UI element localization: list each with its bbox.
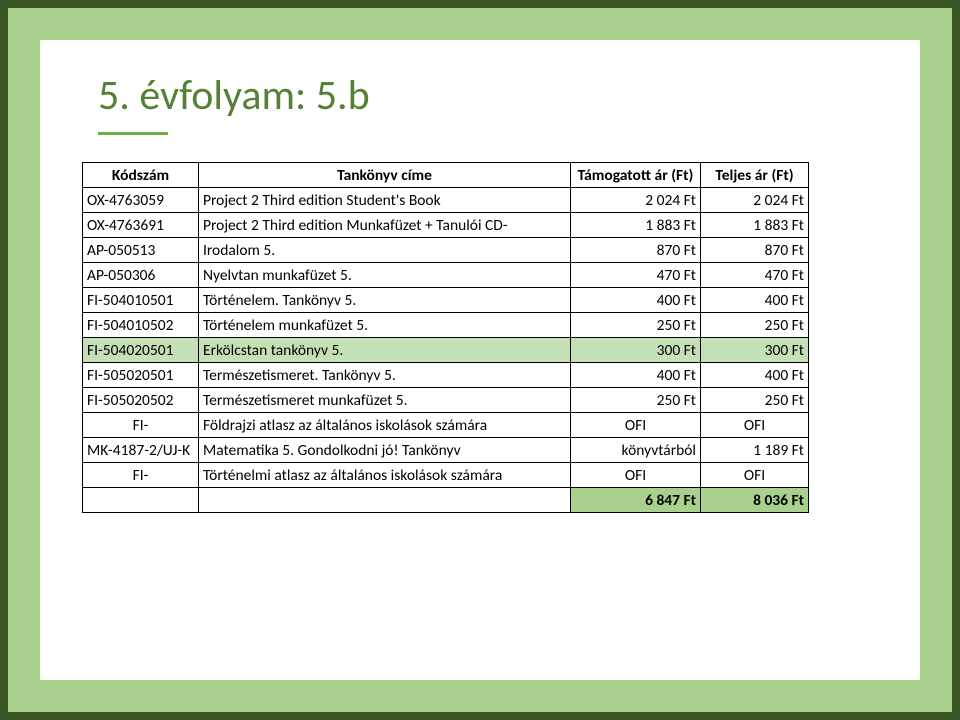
cell-full-price: 400 Ft bbox=[701, 363, 809, 388]
cell-supported-price: OFI bbox=[571, 413, 701, 438]
cell-supported-price: 250 Ft bbox=[571, 313, 701, 338]
slide-content: 5. évfolyam: 5.b Kódszám Tankönyv címe T… bbox=[40, 40, 920, 680]
cell-full-price: 400 Ft bbox=[701, 288, 809, 313]
cell-full-price: OFI bbox=[701, 463, 809, 488]
cell-supported-price: 400 Ft bbox=[571, 288, 701, 313]
cell-title: Project 2 Third edition Student's Book bbox=[199, 188, 571, 213]
cell-code: FI- bbox=[83, 413, 199, 438]
cell-code: FI-505020501 bbox=[83, 363, 199, 388]
cell-supported-price: 300 Ft bbox=[571, 338, 701, 363]
table-row: AP-050513Irodalom 5.870 Ft870 Ft bbox=[83, 238, 809, 263]
col-header-title: Tankönyv címe bbox=[199, 163, 571, 188]
cell-code: MK-4187-2/UJ-K bbox=[83, 438, 199, 463]
cell-full-price: OFI bbox=[701, 413, 809, 438]
border-band-top bbox=[8, 8, 952, 40]
col-header-code: Kódszám bbox=[83, 163, 199, 188]
cell-title: Történelem munkafüzet 5. bbox=[199, 313, 571, 338]
cell-supported-price: 250 Ft bbox=[571, 388, 701, 413]
cell-code: AP-050306 bbox=[83, 263, 199, 288]
cell-empty bbox=[83, 488, 199, 513]
cell-supported-price: OFI bbox=[571, 463, 701, 488]
cell-supported-price: 400 Ft bbox=[571, 363, 701, 388]
col-header-full-price: Teljes ár (Ft) bbox=[701, 163, 809, 188]
table-header-row: Kódszám Tankönyv címe Támogatott ár (Ft)… bbox=[83, 163, 809, 188]
cell-full-price: 300 Ft bbox=[701, 338, 809, 363]
cell-title: Történelmi atlasz az általános iskolások… bbox=[199, 463, 571, 488]
cell-full-price: 2 024 Ft bbox=[701, 188, 809, 213]
table-row: FI-Történelmi atlasz az általános iskolá… bbox=[83, 463, 809, 488]
border-outer-bottom bbox=[0, 712, 960, 720]
cell-title: Matematika 5. Gondolkodni jó! Tankönyv bbox=[199, 438, 571, 463]
title-underline bbox=[98, 132, 168, 135]
border-band-left bbox=[8, 8, 40, 712]
table-row: FI-505020502Természetismeret munkafüzet … bbox=[83, 388, 809, 413]
cell-total-supported: 6 847 Ft bbox=[571, 488, 701, 513]
cell-supported-price: 870 Ft bbox=[571, 238, 701, 263]
cell-title: Természetismeret munkafüzet 5. bbox=[199, 388, 571, 413]
cell-empty bbox=[199, 488, 571, 513]
cell-title: Erkölcstan tankönyv 5. bbox=[199, 338, 571, 363]
cell-supported-price: 2 024 Ft bbox=[571, 188, 701, 213]
cell-code: FI- bbox=[83, 463, 199, 488]
cell-code: FI-505020502 bbox=[83, 388, 199, 413]
cell-title: Irodalom 5. bbox=[199, 238, 571, 263]
cell-code: FI-504010501 bbox=[83, 288, 199, 313]
cell-full-price: 1 189 Ft bbox=[701, 438, 809, 463]
cell-full-price: 250 Ft bbox=[701, 313, 809, 338]
cell-code: AP-050513 bbox=[83, 238, 199, 263]
cell-title: Földrajzi atlasz az általános iskolások … bbox=[199, 413, 571, 438]
cell-title: Nyelvtan munkafüzet 5. bbox=[199, 263, 571, 288]
cell-full-price: 1 883 Ft bbox=[701, 213, 809, 238]
border-outer-left bbox=[0, 0, 8, 720]
cell-full-price: 870 Ft bbox=[701, 238, 809, 263]
border-band-right bbox=[920, 8, 952, 712]
table-row: FI-Földrajzi atlasz az általános iskolás… bbox=[83, 413, 809, 438]
cell-code: OX-4763691 bbox=[83, 213, 199, 238]
table-row: FI-504020501Erkölcstan tankönyv 5.300 Ft… bbox=[83, 338, 809, 363]
cell-code: OX-4763059 bbox=[83, 188, 199, 213]
cell-title: Természetismeret. Tankönyv 5. bbox=[199, 363, 571, 388]
cell-supported-price: 1 883 Ft bbox=[571, 213, 701, 238]
table-row: FI-504010502Történelem munkafüzet 5.250 … bbox=[83, 313, 809, 338]
border-band-bottom bbox=[8, 680, 952, 712]
table-row: OX-4763059Project 2 Third edition Studen… bbox=[83, 188, 809, 213]
table-row: FI-504010501Történelem. Tankönyv 5.400 F… bbox=[83, 288, 809, 313]
cell-title: Project 2 Third edition Munkafüzet + Tan… bbox=[199, 213, 571, 238]
col-header-supported-price: Támogatott ár (Ft) bbox=[571, 163, 701, 188]
table-row: FI-505020501Természetismeret. Tankönyv 5… bbox=[83, 363, 809, 388]
border-outer-right bbox=[952, 0, 960, 720]
cell-full-price: 250 Ft bbox=[701, 388, 809, 413]
textbook-table: Kódszám Tankönyv címe Támogatott ár (Ft)… bbox=[82, 162, 809, 513]
cell-code: FI-504020501 bbox=[83, 338, 199, 363]
cell-supported-price: könyvtárból bbox=[571, 438, 701, 463]
table-row: AP-050306Nyelvtan munkafüzet 5.470 Ft470… bbox=[83, 263, 809, 288]
page-title: 5. évfolyam: 5.b bbox=[98, 70, 370, 121]
cell-full-price: 470 Ft bbox=[701, 263, 809, 288]
table-total-row: 6 847 Ft8 036 Ft bbox=[83, 488, 809, 513]
cell-total-full: 8 036 Ft bbox=[701, 488, 809, 513]
table-row: OX-4763691Project 2 Third edition Munkaf… bbox=[83, 213, 809, 238]
cell-title: Történelem. Tankönyv 5. bbox=[199, 288, 571, 313]
cell-supported-price: 470 Ft bbox=[571, 263, 701, 288]
cell-code: FI-504010502 bbox=[83, 313, 199, 338]
table-row: MK-4187-2/UJ-KMatematika 5. Gondolkodni … bbox=[83, 438, 809, 463]
border-outer-top bbox=[0, 0, 960, 8]
